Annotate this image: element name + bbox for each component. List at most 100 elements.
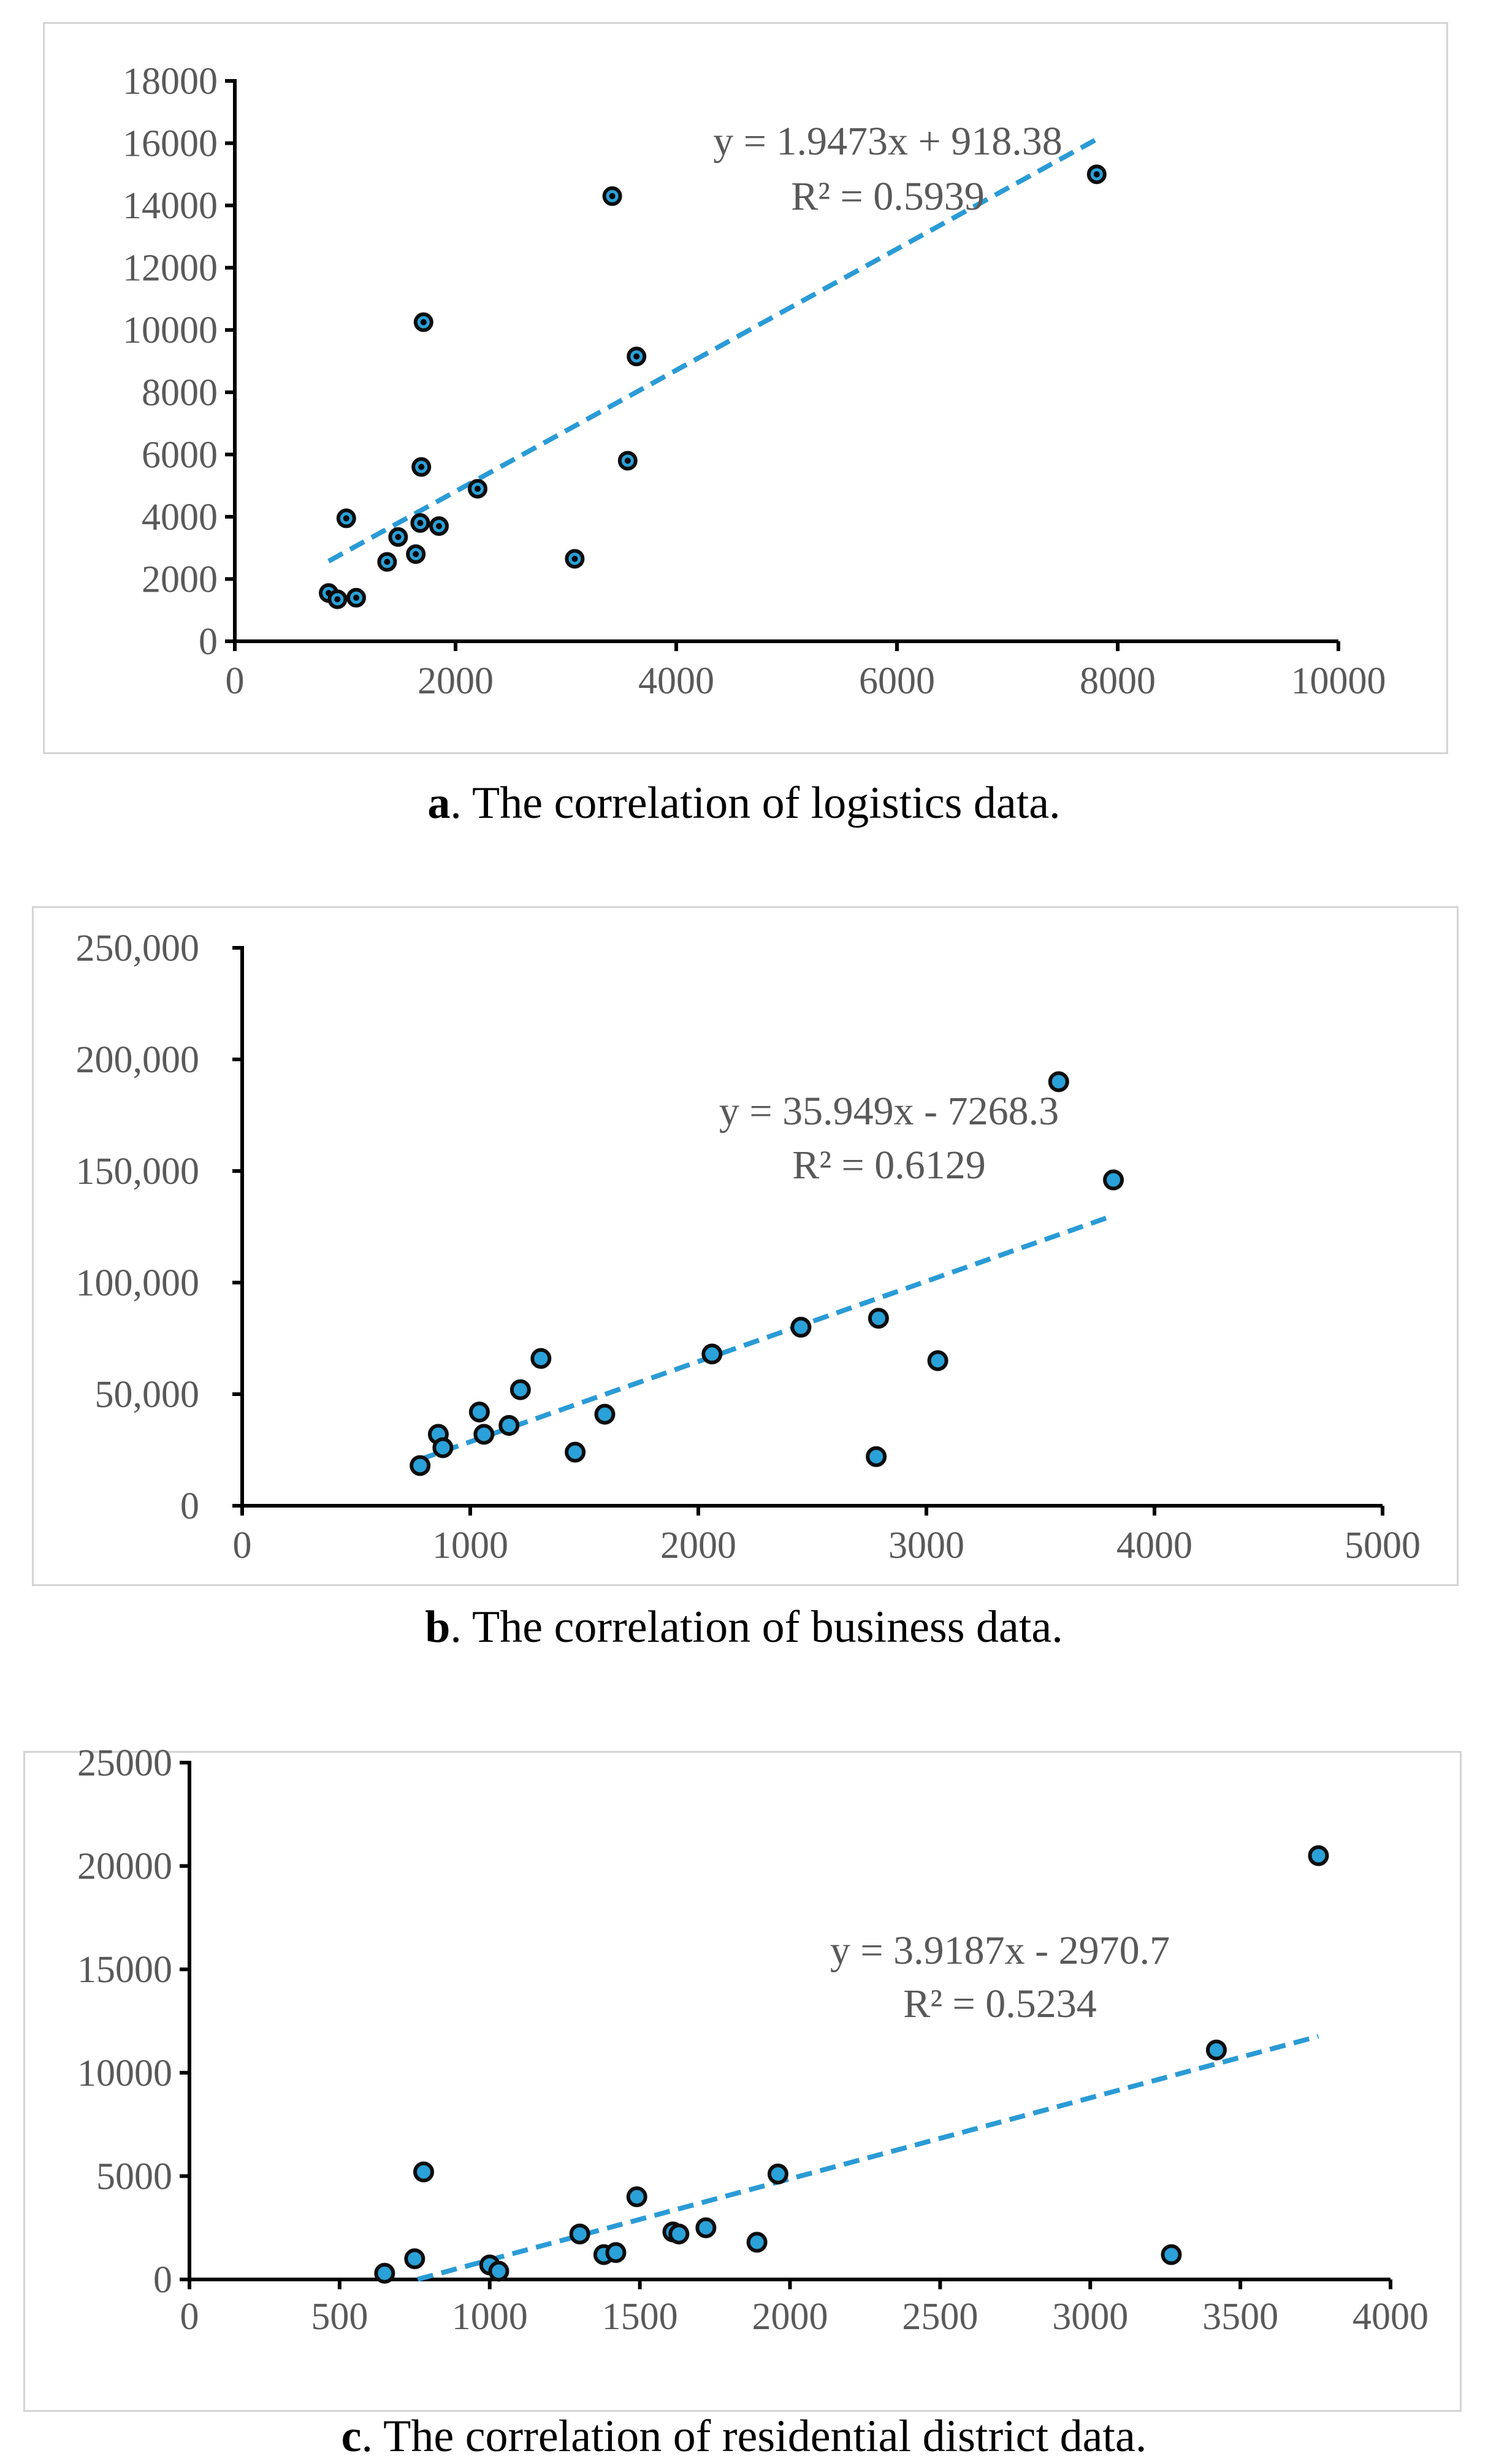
x-tick-label: 3500 (1202, 2296, 1278, 2338)
regression-equation: y = 35.949x - 7268.3 (719, 1089, 1059, 1134)
x-tick-label: 1000 (452, 2296, 528, 2338)
y-tick-label: 12000 (123, 248, 218, 289)
data-point (790, 1316, 812, 1338)
data-point-center (609, 193, 616, 199)
y-tick-label: 200,000 (76, 1039, 200, 1081)
data-point (432, 1437, 454, 1459)
y-tick-label: 14000 (123, 185, 218, 227)
x-tick-label: 0 (180, 2296, 199, 2338)
data-point (767, 2164, 788, 2185)
data-point-center (384, 559, 391, 565)
data-point-center (624, 457, 631, 464)
data-point (866, 1446, 887, 1467)
x-tick-label: 0 (233, 1525, 252, 1566)
data-point (626, 2186, 647, 2208)
data-point-center (420, 319, 427, 326)
data-point (695, 2217, 717, 2238)
data-point (594, 1403, 616, 1425)
x-tick-label: 3000 (888, 1525, 964, 1566)
y-tick-label: 8000 (142, 372, 218, 414)
y-tick-label: 25000 (77, 1742, 172, 1784)
data-point-center (413, 551, 419, 557)
y-tick-label: 0 (180, 1486, 199, 1527)
data-point (565, 1441, 586, 1463)
data-point (374, 2262, 395, 2284)
scatter-chart-residential: 0 5000 10000 15000 20000 25000 0 500 1000 1500 200… (77, 1742, 1429, 2338)
data-point (488, 2260, 509, 2282)
data-point-center (395, 533, 402, 540)
x-tick-label: 2000 (660, 1525, 736, 1566)
regression-equation: y = 3.9187x - 2970.7 (830, 1928, 1170, 1973)
scatter-chart-business: 0 50,000 100,000 150,000 200,000 250,000 0 1000… (76, 928, 1421, 1566)
data-point (868, 1308, 889, 1329)
scatter-chart-logistics: 0 2000 4000 6000 8000 10000 12000 14000 16000 180… (123, 61, 1386, 702)
data-point-center (633, 353, 640, 360)
caption-text: . The correlation of residential distric… (361, 2411, 1147, 2462)
y-tick-label: 4000 (142, 497, 218, 538)
y-tick-label: 0 (199, 621, 218, 663)
x-tick-label: 3000 (1052, 2296, 1128, 2338)
y-tick-label: 50,000 (95, 1374, 200, 1416)
x-tick-label: 2500 (902, 2296, 978, 2338)
data-point-center (436, 523, 442, 530)
x-tick-label: 4000 (1353, 2296, 1429, 2338)
caption-letter: c (341, 2411, 362, 2462)
data-point (509, 1379, 531, 1400)
data-point-center (334, 596, 341, 603)
data-point-center (1093, 171, 1100, 178)
y-tick-label: 16000 (123, 123, 218, 165)
x-tick-label: 0 (226, 660, 245, 702)
x-tick-label: 5000 (1345, 1525, 1421, 1566)
data-point (1161, 2244, 1182, 2265)
data-point-center (571, 555, 578, 562)
x-tick-label: 2000 (752, 2296, 828, 2338)
caption-letter: a (427, 778, 451, 828)
y-tick-label: 2000 (142, 559, 218, 600)
data-point (410, 1455, 431, 1476)
x-tick-label: 500 (311, 2296, 368, 2338)
caption-business: b. The correlation of business data. (0, 1601, 1488, 1653)
data-point (498, 1414, 520, 1436)
caption-letter: b (425, 1602, 451, 1652)
data-point (605, 2242, 627, 2264)
y-tick-label: 0 (153, 2259, 172, 2301)
data-point-center (353, 594, 359, 601)
data-point (473, 1424, 495, 1445)
data-point (1308, 1845, 1329, 1866)
data-point (468, 1402, 490, 1423)
y-tick-label: 250,000 (76, 928, 200, 969)
data-point (927, 1350, 948, 1371)
regression-equation: y = 1.9473x + 918.38 (713, 119, 1062, 164)
chart-panel-business: 0 50,000 100,000 150,000 200,000 250,000 0 1000… (32, 906, 1459, 1586)
x-tick-label: 8000 (1080, 660, 1156, 702)
chart-panel-residential: 0 5000 10000 15000 20000 25000 0 500 1000 1500 200… (23, 1742, 1462, 2412)
caption-text: . The correlation of business data. (450, 1602, 1063, 1652)
data-point (413, 2161, 435, 2183)
data-point-center (343, 515, 349, 522)
x-tick-label: 1500 (602, 2296, 678, 2338)
y-tick-label: 150,000 (76, 1151, 200, 1192)
data-point (746, 2232, 768, 2253)
y-tick-label: 15000 (77, 1949, 172, 1991)
caption-text: . The correlation of logistics data. (450, 778, 1061, 828)
data-point-center (417, 520, 424, 527)
chart-panel-logistics: 0 2000 4000 6000 8000 10000 12000 14000 16000 180… (43, 22, 1448, 754)
data-point-center (475, 486, 481, 492)
trendline (417, 2034, 1319, 2282)
data-point (404, 2248, 425, 2270)
y-tick-label: 10000 (77, 2053, 172, 2094)
r-squared-label: R² = 0.5939 (791, 174, 985, 219)
y-tick-label: 10000 (123, 310, 218, 351)
x-tick-label: 4000 (638, 660, 714, 702)
y-tick-label: 20000 (77, 1846, 172, 1888)
data-point (1048, 1071, 1069, 1093)
r-squared-label: R² = 0.5234 (903, 1981, 1097, 2026)
x-tick-label: 10000 (1291, 660, 1386, 702)
y-tick-label: 100,000 (76, 1262, 200, 1304)
x-tick-label: 1000 (432, 1525, 508, 1566)
data-point (530, 1348, 552, 1369)
data-point (1205, 2039, 1227, 2061)
caption-logistics: a. The correlation of logistics data. (0, 777, 1488, 830)
data-point (569, 2223, 590, 2245)
x-tick-label: 4000 (1116, 1525, 1192, 1566)
